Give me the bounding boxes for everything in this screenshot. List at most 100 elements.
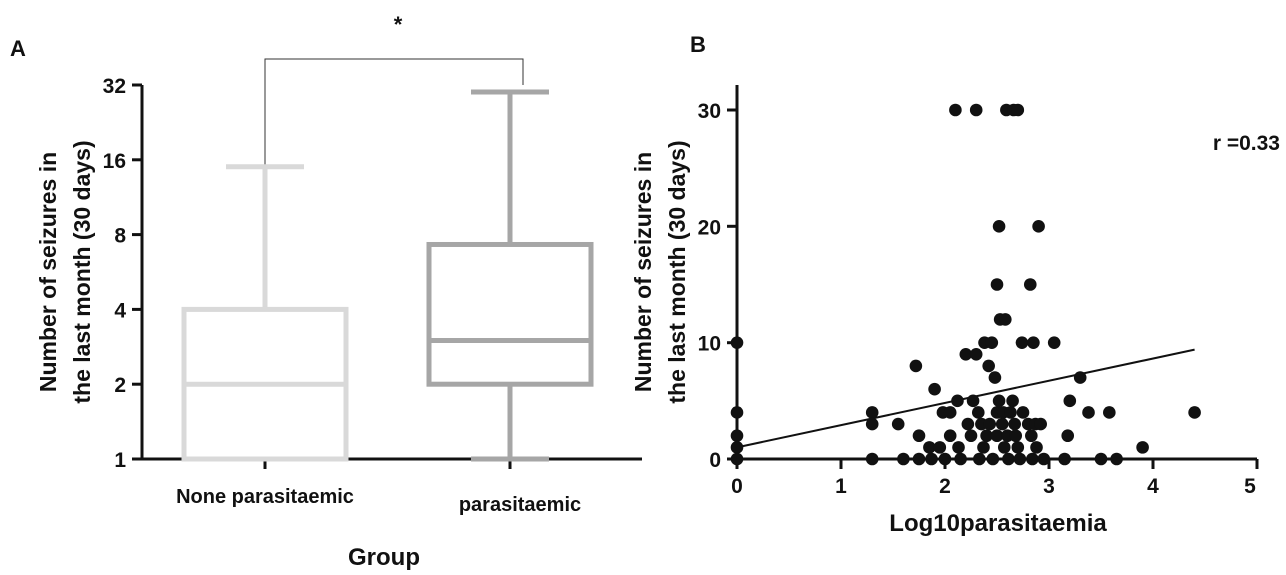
panel-b: B 0 10 20 30 0 1 2 3 4 5 Log10parasitaem…	[630, 32, 1280, 537]
scatter-point	[969, 103, 983, 117]
scatter-point	[952, 441, 965, 454]
scatter-point	[966, 394, 980, 408]
scatter-point	[925, 452, 938, 466]
scatter-point	[891, 417, 905, 431]
scatter-point	[983, 417, 997, 431]
scatter-point	[865, 417, 879, 431]
scatter-point	[1015, 336, 1029, 349]
box-iqr	[426, 241, 594, 387]
panel-b-y-axis-title-line2: the last month (30 days)	[664, 140, 690, 403]
scatter-point	[912, 452, 926, 466]
scatter-point	[992, 394, 1006, 408]
panel-b-ytick-label: 20	[698, 216, 721, 239]
scatter-point	[943, 429, 957, 443]
scatter-point	[961, 417, 975, 431]
scatter-point	[909, 359, 923, 373]
scatter-points	[730, 103, 1201, 466]
scatter-point	[992, 220, 1006, 233]
significance-bracket	[264, 58, 524, 165]
scatter-point	[999, 313, 1012, 326]
scatter-point	[1032, 220, 1045, 233]
scatter-point	[954, 452, 967, 466]
panel-b-ytick-label: 10	[698, 333, 721, 356]
scatter-point	[730, 452, 744, 466]
box-plots	[181, 89, 594, 462]
scatter-point	[995, 417, 1009, 431]
scatter-point	[1061, 429, 1075, 443]
panel-a-ytick-label: 32	[103, 75, 126, 98]
panel-b-xtick-label: 3	[1043, 475, 1055, 498]
scatter-point	[977, 441, 990, 454]
panel-a-ytick-label: 2	[114, 374, 126, 397]
scatter-point	[1027, 336, 1040, 349]
scatter-point	[1082, 406, 1095, 419]
scatter-point	[1011, 103, 1025, 117]
scatter-point	[730, 429, 744, 443]
panel-a-ytick-label: 8	[114, 225, 126, 248]
panel-a-category-label: None parasitaemic	[176, 486, 354, 508]
panel-a-category-label: parasitaemic	[459, 494, 581, 516]
significance-marker: *	[394, 12, 403, 37]
panel-b-ytick-label: 0	[709, 449, 721, 472]
scatter-point	[1025, 429, 1038, 443]
scatter-point	[949, 103, 962, 117]
scatter-point	[912, 429, 926, 443]
scatter-point	[1016, 406, 1030, 419]
scatter-point	[969, 348, 983, 361]
scatter-point	[951, 394, 964, 408]
scatter-point	[1058, 452, 1071, 466]
scatter-point	[897, 452, 910, 466]
panel-b-xtick-label: 1	[835, 475, 847, 498]
scatter-point	[1023, 278, 1037, 291]
scatter-point	[1188, 406, 1201, 419]
panel-b-xtick-label: 0	[731, 475, 743, 498]
scatter-point	[1011, 441, 1025, 454]
panel-b-xtick-label: 5	[1244, 475, 1256, 498]
panel-b-xtick-label: 2	[939, 475, 951, 498]
scatter-point	[1002, 452, 1015, 466]
scatter-point	[865, 406, 879, 419]
scatter-point	[1063, 394, 1077, 408]
scatter-point	[1030, 441, 1043, 454]
scatter-point	[988, 371, 1002, 384]
panel-a-ytick-label: 1	[114, 449, 126, 472]
scatter-point	[1037, 452, 1051, 466]
scatter-point	[997, 441, 1011, 454]
scatter-point	[1013, 452, 1027, 466]
panel-b-letter: B	[690, 32, 706, 57]
scatter-point	[923, 441, 936, 454]
scatter-point	[1026, 452, 1039, 466]
panel-a: A 32 16 8 4 2 1 None parasitaemic parasi…	[10, 12, 642, 571]
scatter-point	[971, 406, 985, 419]
panel-a-ytick-label: 4	[114, 299, 126, 322]
scatter-point	[1009, 429, 1023, 443]
regression-line	[736, 348, 1195, 449]
panel-a-x-axis-title: Group	[348, 544, 420, 570]
scatter-point	[1034, 417, 1047, 431]
scatter-point	[990, 278, 1004, 291]
scatter-point	[986, 452, 1000, 466]
scatter-point	[928, 382, 941, 396]
scatter-point	[959, 348, 973, 361]
scatter-point	[938, 452, 952, 466]
panel-b-y-axis-title-line1: Number of seizures in	[630, 152, 656, 392]
scatter-point	[943, 406, 957, 419]
panel-a-y-axis-title-line2: the last month (30 days)	[69, 140, 95, 403]
scatter-point	[933, 441, 947, 454]
scatter-point	[982, 359, 995, 373]
panel-b-ytick-label: 30	[698, 100, 721, 123]
scatter-point	[730, 406, 744, 419]
panel-a-y-axis-title-line1: Number of seizures in	[35, 152, 61, 392]
panel-b-xtick-label: 4	[1147, 475, 1159, 498]
scatter-point	[730, 336, 744, 349]
scatter-point	[865, 452, 879, 466]
scatter-point	[1103, 406, 1116, 419]
scatter-point	[1047, 336, 1061, 349]
scatter-point	[730, 441, 744, 454]
scatter-point	[1094, 452, 1108, 466]
panel-a-letter: A	[10, 36, 26, 61]
scatter-point	[1136, 441, 1149, 454]
scatter-point	[1004, 406, 1017, 419]
panel-a-ytick-label: 16	[103, 150, 126, 173]
